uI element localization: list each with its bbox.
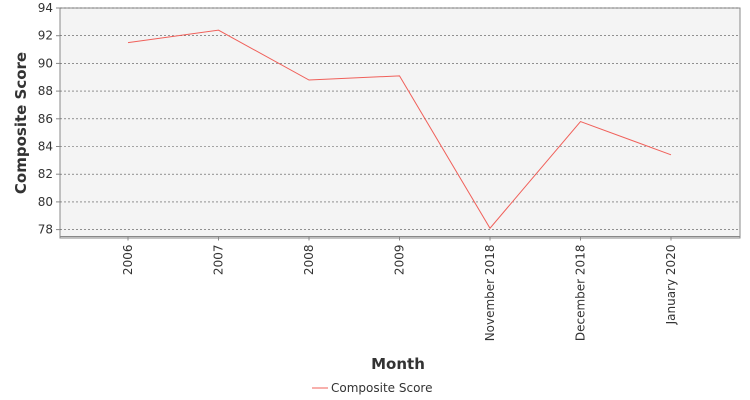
y-tick-label: 90: [38, 56, 53, 70]
x-tick-label: January 2020: [664, 245, 678, 326]
x-tick-label: 2008: [302, 245, 316, 276]
plot-area: [59, 7, 741, 239]
x-tick-label: 2009: [393, 245, 407, 276]
y-axis-ticks: 78 80 82 84 86 88 90 92 94: [38, 1, 60, 237]
y-tick-label: 82: [38, 167, 53, 181]
legend-label: Composite Score: [331, 381, 432, 395]
y-tick-label: 88: [38, 84, 53, 98]
x-tick-label: 2007: [212, 245, 226, 276]
y-tick-label: 86: [38, 112, 53, 126]
gridlines: [60, 7, 740, 238]
y-tick-label: 78: [38, 223, 53, 237]
x-tick-label: December 2018: [574, 245, 588, 342]
y-tick-label: 84: [38, 140, 53, 154]
x-tick-label: November 2018: [483, 245, 497, 342]
series-layer: [127, 29, 672, 230]
y-tick-label: 92: [38, 29, 53, 43]
x-tick-label: 2006: [121, 245, 135, 276]
y-tick-label: 94: [38, 1, 53, 15]
x-axis-title: Month: [371, 355, 425, 373]
y-axis-title: Composite Score: [12, 52, 30, 194]
y-tick-label: 80: [38, 195, 53, 209]
series-line: [127, 29, 672, 230]
legend: Composite Score: [312, 381, 432, 395]
x-axis-ticks: 2006 2007 2008 2009 November 2018 December 20…: [121, 236, 678, 342]
